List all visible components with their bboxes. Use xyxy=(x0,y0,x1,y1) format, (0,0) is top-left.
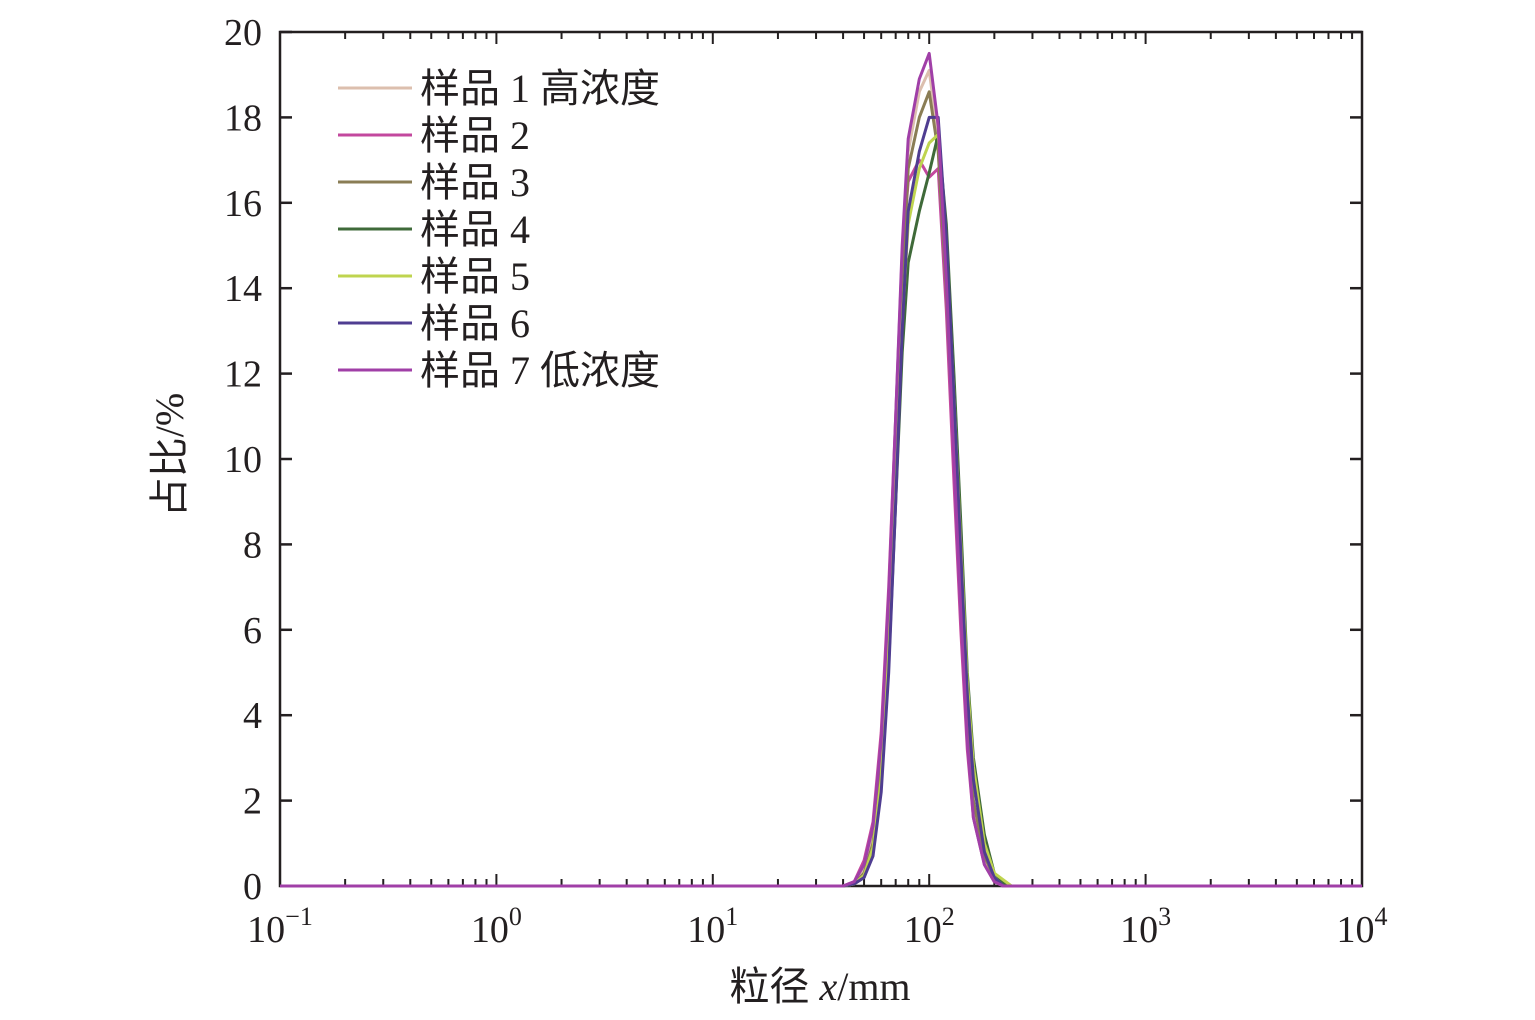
axis-ticks xyxy=(279,30,1362,888)
series-lines xyxy=(280,51,1362,888)
x-tick-base: 10 xyxy=(1337,909,1375,951)
x-tick-exponent: 1 xyxy=(725,902,738,931)
y-tick-label: 10 xyxy=(224,439,262,481)
x-tick-exponent: 3 xyxy=(1158,902,1171,931)
series-line-6 xyxy=(280,115,1362,888)
y-tick-label: 0 xyxy=(243,866,262,908)
legend-label-2: 样品 2 xyxy=(420,113,530,158)
y-axis-title: 占比/% xyxy=(147,393,192,517)
y-tick-label: 4 xyxy=(243,695,262,737)
y-tick-label: 6 xyxy=(243,610,262,652)
x-tick-base: 10 xyxy=(687,909,725,951)
x-tick-label: 102 xyxy=(904,902,955,951)
y-tick-label: 14 xyxy=(224,268,262,310)
x-tick-label: 101 xyxy=(687,902,738,951)
y-tick-label: 20 xyxy=(224,12,262,54)
y-tick-label: 18 xyxy=(224,97,262,139)
legend-label-4: 样品 4 xyxy=(420,207,530,252)
legend-label-3: 样品 3 xyxy=(420,160,530,205)
x-tick-base: 10 xyxy=(904,909,942,951)
x-tick-label: 10−1 xyxy=(247,902,313,951)
x-tick-base: 10 xyxy=(247,909,285,951)
x-tick-exponent: 0 xyxy=(509,902,522,931)
x-axis-title-prefix: 粒径 xyxy=(729,964,819,1009)
x-tick-label: 100 xyxy=(471,902,522,951)
x-axis-title: 粒径 x/mm xyxy=(729,964,910,1009)
x-tick-exponent: 4 xyxy=(1375,902,1388,931)
y-tick-label: 16 xyxy=(224,183,262,225)
legend-label-1: 样品 1 高浓度 xyxy=(420,66,660,111)
legend-label-6: 样品 6 xyxy=(420,301,530,346)
legend-label-5: 样品 5 xyxy=(420,254,530,299)
y-tick-labels: 0 2 4 6 8 10 12 14 16 18 20 xyxy=(224,12,262,908)
x-tick-exponent: −1 xyxy=(285,902,313,931)
series-line-7 xyxy=(280,51,1362,888)
x-tick-base: 10 xyxy=(1120,909,1158,951)
x-axis-title-variable: x xyxy=(818,964,837,1009)
x-axis-title-unit: /mm xyxy=(837,964,910,1009)
legend-label-7: 样品 7 低浓度 xyxy=(420,348,660,393)
x-tick-base: 10 xyxy=(471,909,509,951)
x-tick-exponent: 2 xyxy=(942,902,955,931)
y-tick-label: 2 xyxy=(243,781,262,823)
x-tick-labels: 10−1 100 101 102 103 104 xyxy=(247,902,1387,951)
y-tick-label: 8 xyxy=(243,524,262,566)
x-tick-label: 104 xyxy=(1337,902,1388,951)
series-line-5 xyxy=(280,133,1362,888)
y-tick-label: 12 xyxy=(224,354,262,396)
x-tick-label: 103 xyxy=(1120,902,1171,951)
